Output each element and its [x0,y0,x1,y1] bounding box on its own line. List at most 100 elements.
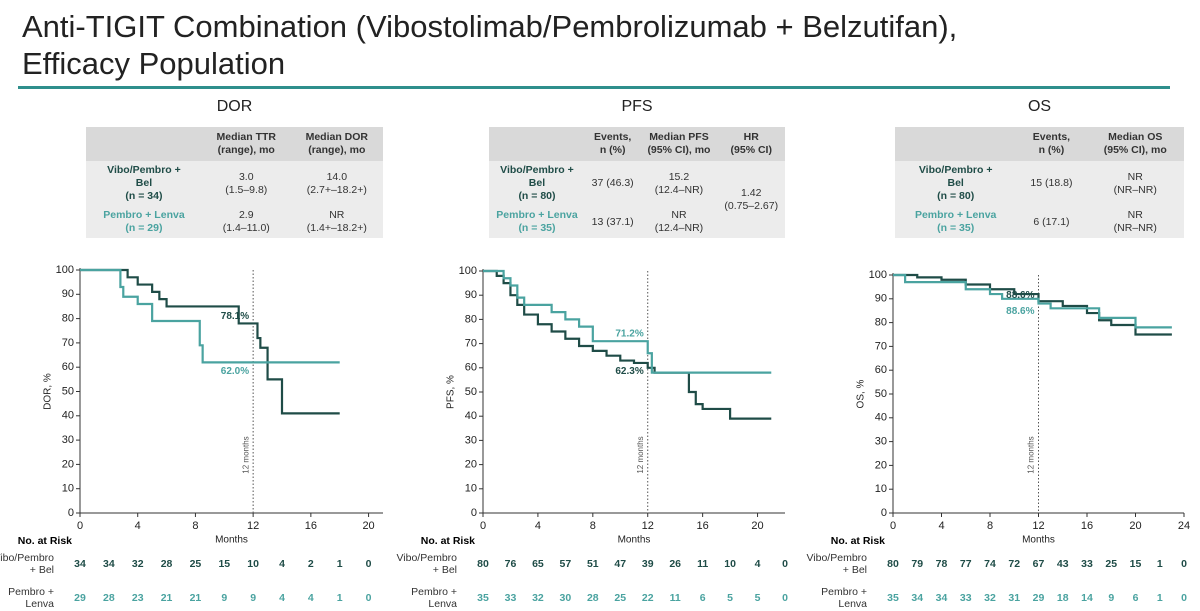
title-line: Anti-TIGIT Combination (Vibostolimab/Pem… [22,9,958,44]
x-tick-label: 12 [1032,520,1044,532]
risk-count: 11 [670,592,681,604]
cell-line: Bel [135,177,153,189]
cell-line: (95% CI) [730,144,772,156]
x-tick-label: 20 [362,520,374,532]
risk-count: 78 [936,558,948,570]
reference-label: 12 months [1027,436,1036,473]
risk-count: 1 [337,592,343,604]
risk-count: 72 [1008,558,1020,570]
cell-line: 2.9 [238,209,254,221]
y-tick-label: 100 [459,265,477,277]
cell-line: 37 (46.3) [591,177,634,189]
risk-count: 33 [505,592,517,604]
risk-count: 5 [755,592,761,604]
cell-line: Median OS [1108,131,1163,143]
risk-count: 9 [250,592,256,604]
cell-line: n (%) [1038,144,1065,156]
y-tick-label: 100 [56,264,74,276]
risk-count: 1 [1157,592,1163,604]
x-tick-label: 24 [1178,520,1190,532]
table-header-row: Median TTR (range), mo Median DOR (range), … [86,127,383,161]
risk-count: 0 [782,558,788,570]
table-cell: 6 (17.1) [1016,206,1087,238]
header-cell: Median OS (95% CI), mo [1086,127,1184,161]
cell-line: NR [329,209,345,221]
risk-count: 28 [161,558,173,570]
y-tick-label: 50 [62,385,74,397]
risk-count: 10 [724,558,736,570]
y-tick-label: 30 [62,434,74,446]
cell-line: (95% CI), mo [1103,144,1167,156]
table-cell: NR (1.4+–18.2+) [290,206,383,238]
risk-count: 11 [697,558,708,570]
risk-count: 9 [221,592,227,604]
risk-count: 32 [132,558,144,570]
y-tick-label: 60 [62,361,74,373]
risk-count: 6 [1133,592,1139,604]
cell-line: (n = 35) [518,222,556,234]
cell-line: 3.0 [238,170,254,183]
km-curve [893,273,1172,329]
km-curve [893,273,1172,336]
risk-count: 10 [247,558,259,570]
cell-line: Events, [594,131,632,143]
x-tick-label: 8 [590,520,596,532]
table-cell: 3.0 (1.5–9.8) [201,161,291,206]
reference-label: 12 months [636,436,645,473]
risk-count: 80 [477,558,489,570]
risk-count: 21 [161,592,173,604]
summary-table: Median TTR (range), mo Median DOR (range), … [86,127,383,238]
y-tick-label: 70 [62,337,74,349]
km-curve [483,269,772,420]
risk-count: 25 [190,558,202,570]
cell-line: 13 (37.1) [591,215,634,228]
risk-count: 29 [74,592,86,604]
risk-count: 4 [308,592,314,604]
cell-line: Median DOR [305,131,369,143]
cell-line: Pembro + Lenva [496,209,578,221]
cell-line: 15 (18.8) [1030,177,1073,189]
cell-line: Vibo/Pembro + [107,164,181,176]
risk-count: 43 [1057,558,1069,570]
cell-line: (range), mo [308,144,366,156]
risk-count: 34 [936,592,948,604]
risk-count: 51 [587,558,599,570]
risk-title: No. at Risk [17,535,72,547]
risk-count: 34 [74,558,86,570]
cell-line: (0.75–2.67) [724,199,779,212]
annotation: 71.2% [615,328,643,339]
y-tick-label: 30 [875,436,887,448]
risk-count: 14 [1081,592,1093,604]
risk-count: 74 [984,558,996,570]
x-tick-label: 8 [987,520,993,532]
x-tick-label: 4 [135,520,141,532]
risk-row-label: Vibo/Pembro + Bel [0,552,54,576]
risk-count: 65 [532,558,544,570]
risk-count: 30 [560,592,572,604]
cell-line: NR [1127,209,1143,221]
cell-line: Pembro + Lenva [914,209,997,221]
risk-count: 33 [960,592,972,604]
y-tick-label: 80 [62,313,74,325]
summary-table: Events, n (%) Median PFS (95% CI), mo HR (95%… [489,127,785,238]
table-cell: 15 (18.8) [1016,161,1087,206]
y-tick-label: 70 [875,340,887,352]
annotation: 62.0% [221,366,249,377]
risk-count: 32 [984,592,996,604]
table-row: Pembro + Lenva (n = 35) 6 (17.1) NR (NR–NR) [895,206,1184,238]
chart-title: OS [1028,98,1051,115]
x-tick-label: 4 [535,520,541,532]
x-axis-label: Months [215,535,248,546]
x-tick-label: 8 [192,520,198,532]
cell-line: (range), mo [217,144,275,156]
y-tick-label: 40 [62,410,74,422]
cell-line: HR [743,131,759,143]
y-tick-label: 10 [465,483,477,495]
risk-count: 9 [1108,592,1114,604]
header-cell: Median DOR (range), mo [290,127,383,161]
risk-row-label: Pembro + Lenva [8,586,54,610]
cell-line: 14.0 [326,170,348,183]
y-tick-label: 20 [465,459,477,471]
cell-line: (n = 35) [937,222,975,234]
y-tick-label: 10 [62,483,74,495]
